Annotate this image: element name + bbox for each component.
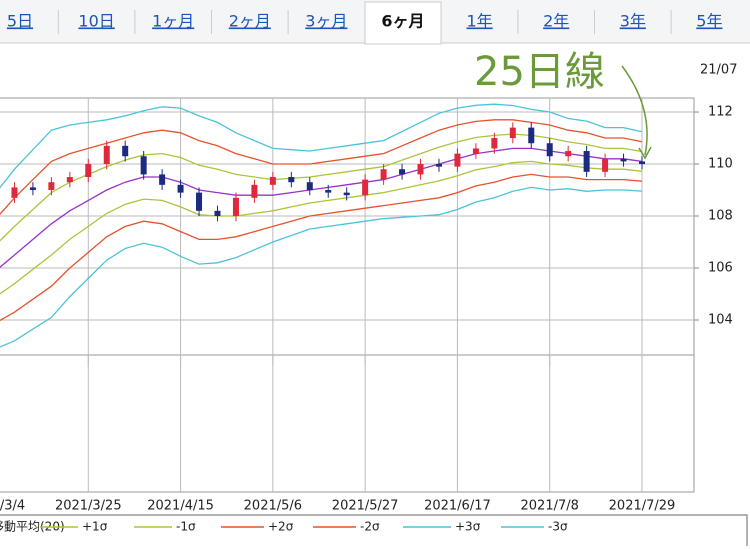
candle-body [362,179,369,196]
candle-body [306,182,313,191]
x-tick-label: 2021/5/27 [332,499,399,514]
legend-label: 移動平均(20) [0,520,65,534]
tab[interactable]: 1年 [467,12,493,31]
legend-label: +1σ [82,520,108,534]
date-label: 21/07 [700,63,737,78]
band-line [0,160,643,295]
x-tick-label: 2021/6/17 [424,499,491,514]
candle-body [399,169,406,175]
candle-body [435,164,442,167]
candle-body [325,190,332,193]
band-line [0,133,643,242]
candle-body [140,156,147,175]
band-line [0,103,643,189]
legend-label: +3σ [455,520,481,534]
candle-body [66,177,73,183]
candle-body [509,127,516,139]
x-tick-label: 2021/7/29 [609,499,676,514]
candle-body [159,174,166,185]
y-tick-label: 104 [708,312,733,327]
candle-body [639,161,645,165]
tab[interactable]: 3年 [620,12,646,31]
tab[interactable]: 6ヶ月 [381,12,424,31]
tab[interactable]: 2ヶ月 [229,12,271,31]
y-tick-label: 106 [708,261,733,276]
candle-body [251,184,258,198]
candle-body [85,164,92,178]
tab[interactable]: 5日 [7,12,33,31]
candle-body [103,145,110,165]
tab[interactable]: 3ヶ月 [305,12,347,31]
band-line [0,147,643,269]
tab-selected-bg [364,1,442,45]
legend-label: -2σ [360,520,380,534]
candle-body [565,151,572,157]
candle-body [177,184,184,193]
band-line [0,119,643,216]
candle-body [269,177,276,185]
tab[interactable]: 1ヶ月 [152,12,194,31]
candle-body [417,164,424,175]
candle-body [343,192,350,196]
candle-body [288,177,295,183]
candle-body [528,127,535,144]
tab[interactable]: 5年 [696,12,722,31]
annotation: 25日線 [474,49,605,95]
legend-box [0,514,748,550]
candle-body [472,148,479,154]
candle-body [214,210,221,217]
x-tick-label: 2021/5/6 [244,499,302,514]
tab[interactable]: 2年 [543,12,569,31]
tab[interactable]: 10日 [78,12,114,31]
x-tick-label: 2021/4/15 [147,499,214,514]
candle-body [196,192,203,211]
volume-panel [0,354,695,493]
candle-body [29,187,36,191]
candle-body [380,169,387,180]
candle-body [602,158,609,172]
candle-body [48,182,55,191]
y-tick-label: 108 [708,209,733,224]
candle-body [11,187,18,198]
band-line [0,186,643,348]
candle-body [454,153,461,167]
candle-body [491,138,498,149]
candle-body [583,151,590,172]
x-tick-label: 2021/3/4 [0,499,25,514]
price-panel [0,97,695,367]
arrow-head [638,146,652,160]
candle-body [546,143,553,157]
legend-label: +2σ [268,520,294,534]
candle-body [122,145,129,157]
band-line [0,173,643,322]
annotation-arrow [621,65,648,156]
candle-body [232,197,239,217]
x-tick-label: 2021/7/8 [521,499,579,514]
y-tick-label: 110 [708,157,733,172]
legend-label: -3σ [548,520,568,534]
y-tick-label: 112 [708,105,733,120]
candle-body [620,158,627,162]
x-tick-label: 2021/3/25 [55,499,122,514]
legend-label: -1σ [176,520,196,534]
